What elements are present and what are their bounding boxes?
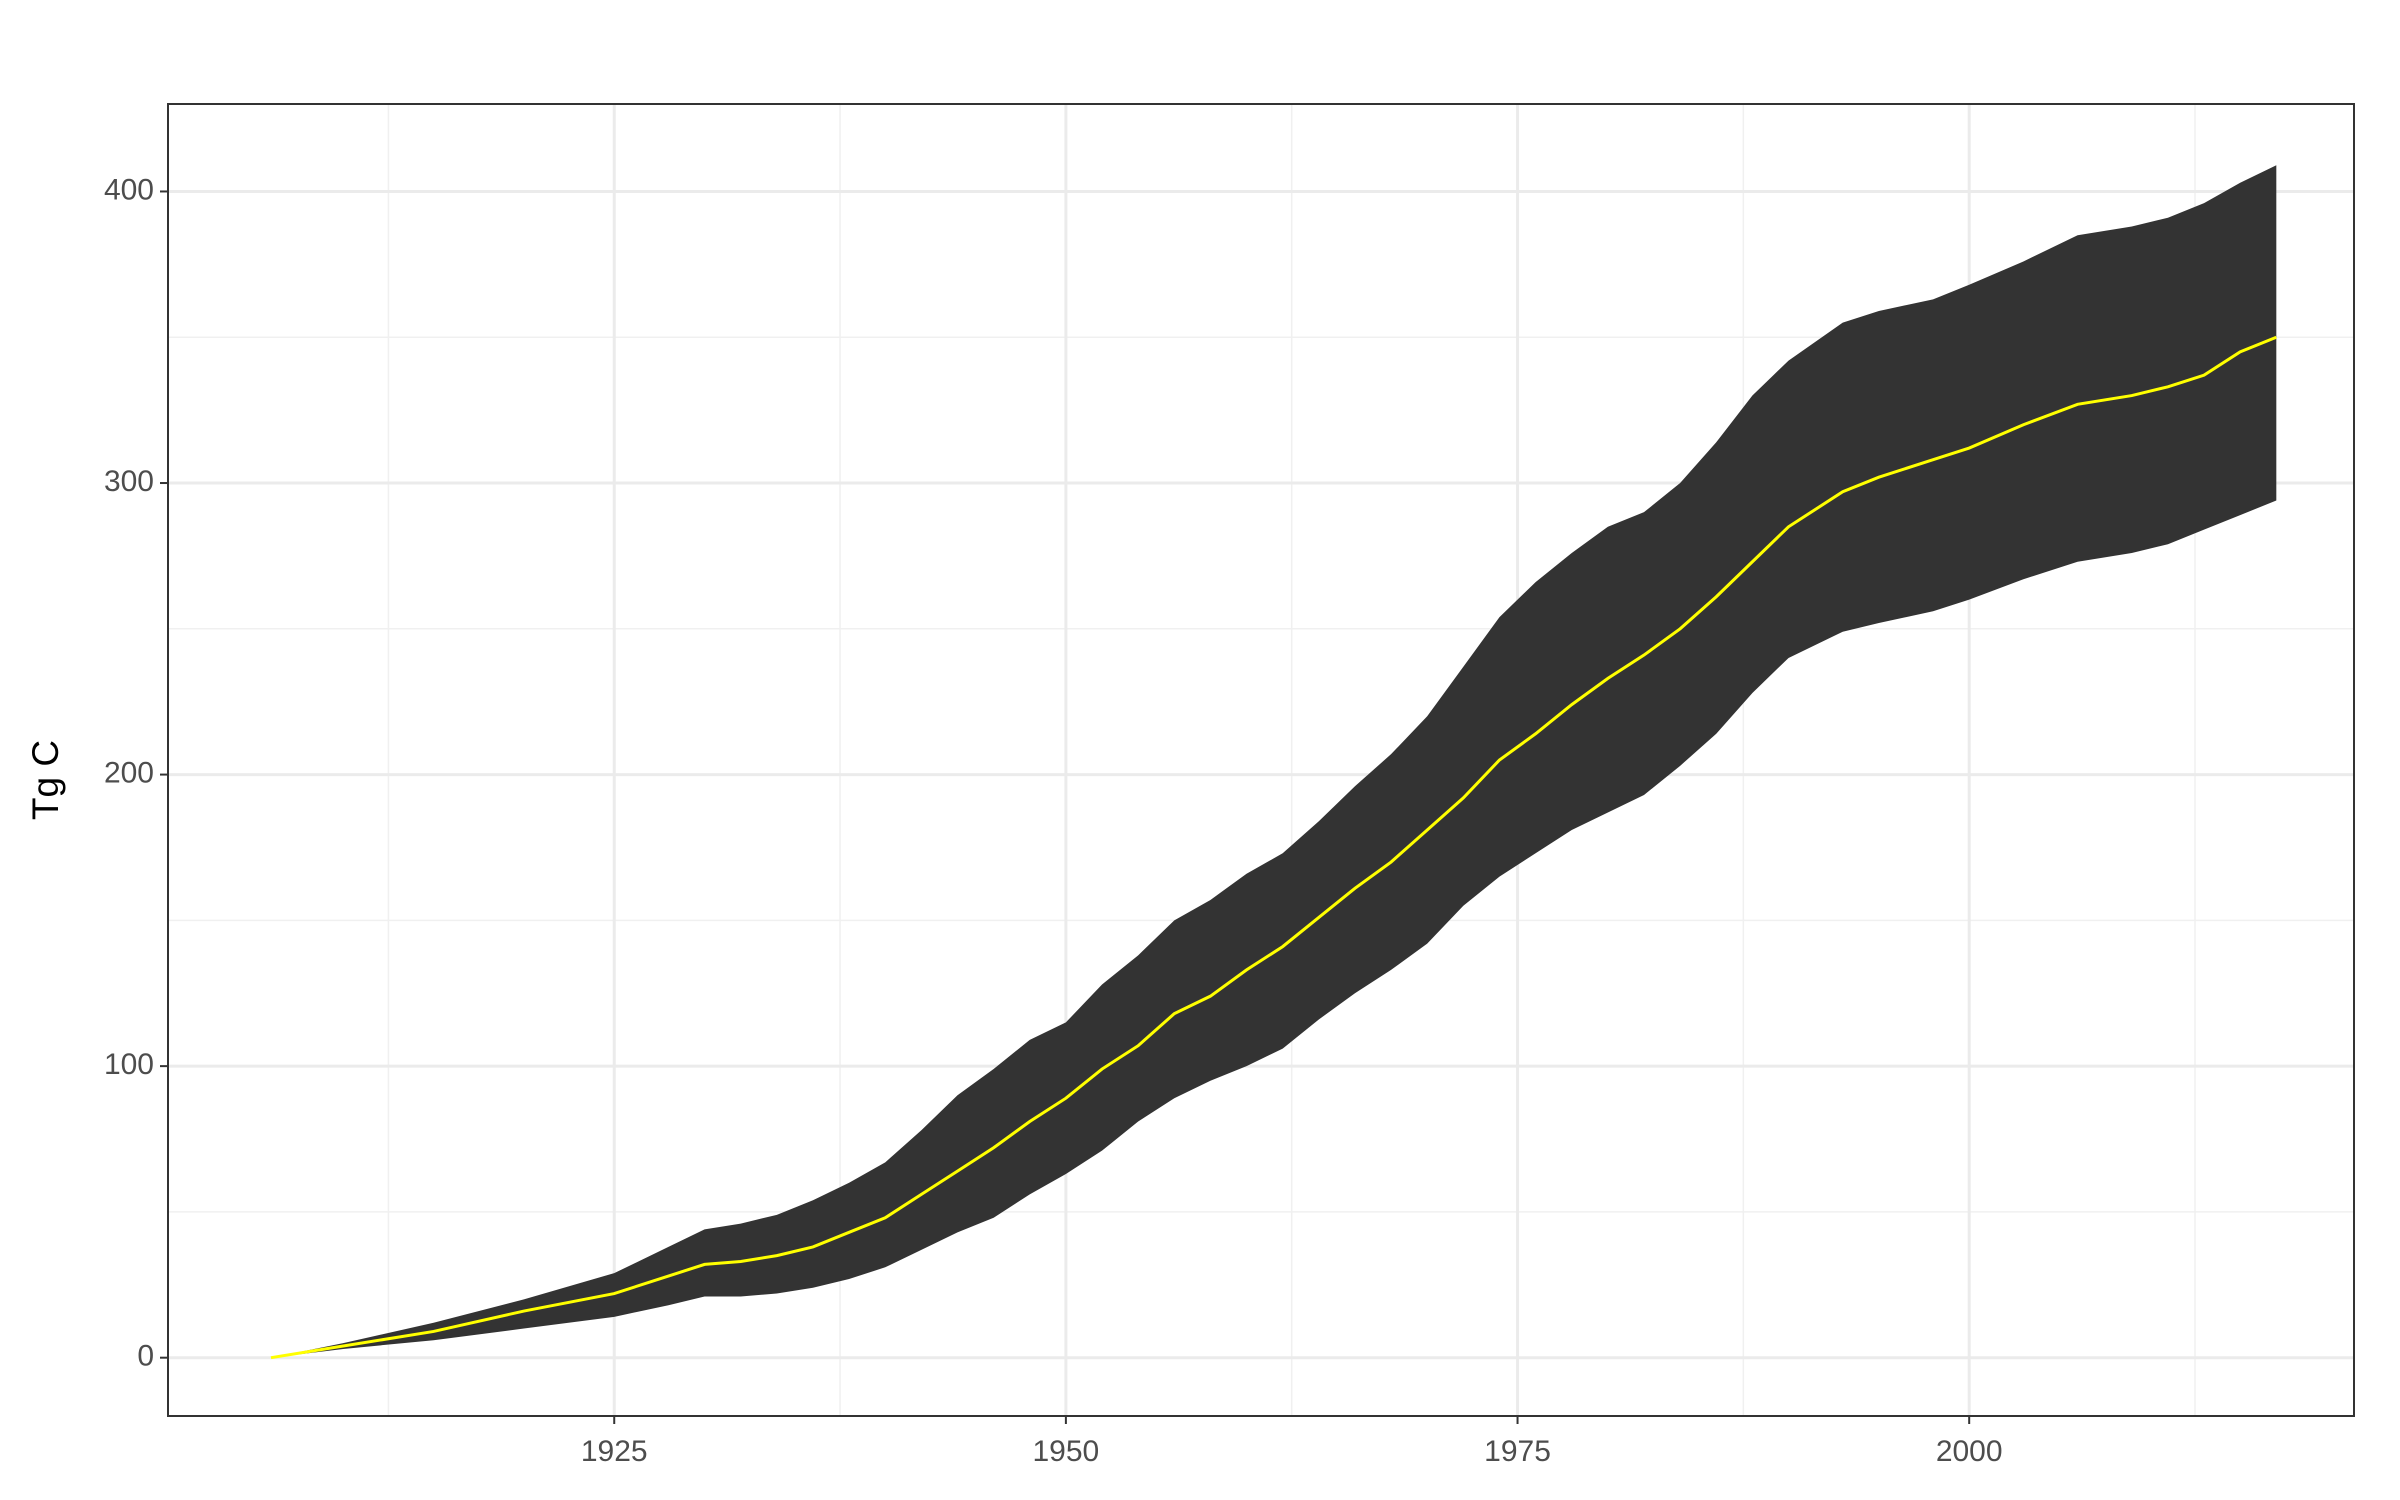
- x-tick-label: 1950: [1033, 1435, 1100, 1468]
- y-tick-label: 0: [137, 1340, 154, 1373]
- mean-line: [270, 335, 2277, 1360]
- y-tick-label: 300: [104, 465, 154, 498]
- x-tick-label: 1925: [581, 1435, 648, 1468]
- y-tick-label: 200: [104, 756, 154, 789]
- y-tick-label: 400: [104, 173, 154, 206]
- panel-border: [167, 103, 2355, 1417]
- confidence-band: [270, 165, 2277, 1358]
- x-tick-label: 1975: [1484, 1435, 1551, 1468]
- y-tick-label: 100: [104, 1048, 154, 1081]
- x-tick-label: 2000: [1936, 1435, 2003, 1468]
- y-axis-title: Tg C: [25, 740, 66, 820]
